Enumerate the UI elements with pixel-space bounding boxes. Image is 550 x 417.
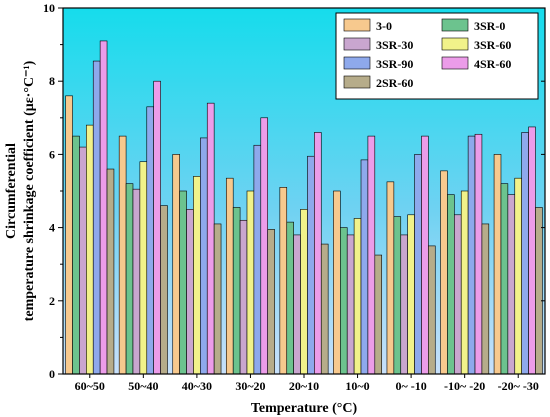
bar-3SR-90-30~20 — [253, 144, 262, 375]
bar-3SR-30-40~30 — [186, 209, 194, 375]
legend-label-3SR-30: 3SR-30 — [376, 38, 413, 52]
bar-3SR-0--10~ -20 — [447, 194, 455, 375]
bar-3SR-0-0~ -10 — [393, 216, 402, 375]
bar-4SR-60-0~ -10 — [421, 135, 429, 375]
bar-4SR-60-50~40 — [153, 80, 161, 375]
bar-3-0-60~50 — [65, 95, 73, 375]
y-tick-label: 2 — [49, 294, 55, 308]
x-tick-label: -20~ -30 — [498, 379, 539, 393]
legend-label-3SR-60: 3SR-60 — [474, 38, 511, 52]
bar-3SR-90-0~ -10 — [414, 154, 422, 375]
y-tick-label: 10 — [43, 1, 55, 15]
bar-3SR-90-40~30 — [200, 137, 208, 375]
bar-3SR-60--20~ -30 — [514, 177, 522, 375]
legend-swatch-2SR-60 — [343, 75, 371, 89]
bar-2SR-60-60~50 — [106, 168, 115, 375]
x-tick-label: 20~10 — [289, 379, 319, 393]
bar-3SR-30-50~40 — [132, 188, 141, 375]
legend-swatch-3SR-60 — [441, 37, 469, 51]
legend-label-3SR-0: 3SR-0 — [474, 19, 505, 33]
legend: 3-0 3SR-0 3SR-30 3SR-60 3SR-90 4SR-60 2SR-60 — [335, 12, 539, 100]
legend-label-3SR-90: 3SR-90 — [376, 57, 413, 71]
bar-4SR-60-60~50 — [99, 40, 108, 375]
bar-2SR-60-50~40 — [160, 205, 168, 375]
legend-label-4SR-60: 4SR-60 — [474, 57, 511, 71]
bar-3SR-0-40~30 — [179, 190, 187, 375]
y-axis-title-line1: Circumferential — [4, 143, 19, 239]
legend-swatch-3SR-90 — [343, 56, 371, 70]
bar-3SR-30-0~ -10 — [400, 234, 408, 375]
bar-3SR-90-10~0 — [360, 159, 369, 375]
bar-2SR-60--20~ -30 — [535, 207, 543, 375]
bar-3SR-0-50~40 — [125, 183, 134, 375]
x-tick-label: 60~50 — [75, 379, 105, 393]
bar-4SR-60--20~ -30 — [528, 126, 536, 375]
bar-2SR-60-20~10 — [320, 243, 329, 375]
bar-3-0-50~40 — [118, 135, 127, 375]
x-tick-label: 30~20 — [235, 379, 265, 393]
bar-3SR-30--10~ -20 — [454, 214, 462, 375]
bar-4SR-60-30~20 — [260, 117, 268, 375]
bar-3-0-20~10 — [279, 187, 288, 375]
bar-3-0--20~ -30 — [493, 154, 502, 375]
bar-2SR-60-30~20 — [267, 229, 275, 375]
bar-3SR-90-50~40 — [146, 106, 154, 375]
legend-swatch-4SR-60 — [441, 56, 469, 70]
bar-3SR-60-10~0 — [353, 218, 362, 375]
x-axis: 60~50 50~40 40~30 30~20 20~10 10~0 0~ -10 -10~ … — [75, 374, 539, 393]
x-tick-label: -10~ -20 — [444, 379, 485, 393]
legend-swatch-3SR-0 — [441, 18, 469, 32]
x-tick-label: 40~30 — [182, 379, 212, 393]
y-tick-label: 8 — [49, 74, 55, 88]
bar-3SR-0-20~10 — [286, 221, 294, 375]
bar-3SR-60-40~30 — [193, 176, 201, 375]
x-tick-label: 50~40 — [128, 379, 158, 393]
bar-3SR-90-20~10 — [307, 155, 315, 375]
bar-4SR-60-20~10 — [314, 132, 322, 375]
bar-3-0-10~0 — [333, 190, 341, 375]
x-axis-title: Temperature (°C) — [251, 401, 358, 416]
y-tick-label: 4 — [49, 221, 55, 235]
bar-3SR-60-30~20 — [246, 190, 255, 375]
bar-2SR-60-40~30 — [213, 223, 222, 375]
bar-3SR-0-30~20 — [232, 207, 241, 375]
bar-3SR-60-50~40 — [139, 161, 148, 375]
bar-3-0-0~ -10 — [386, 181, 395, 375]
legend-label-3-0: 3-0 — [376, 19, 392, 33]
bar-3SR-90--20~ -30 — [521, 132, 529, 375]
bar-2SR-60--10~ -20 — [481, 223, 490, 375]
bar-3SR-60-20~10 — [300, 209, 308, 375]
bar-3SR-30-10~0 — [346, 234, 355, 375]
bar-2SR-60-0~ -10 — [428, 245, 436, 375]
bar-3SR-30--20~ -30 — [507, 194, 516, 375]
bar-3SR-0-60~50 — [72, 135, 80, 375]
bar-3-0--10~ -20 — [440, 170, 448, 375]
x-tick-label: 10~0 — [345, 379, 369, 393]
bar-3SR-60-60~50 — [86, 124, 94, 375]
y-tick-label: 6 — [49, 147, 55, 161]
bar-4SR-60-40~30 — [206, 102, 215, 375]
bar-4SR-60--10~ -20 — [474, 133, 483, 375]
legend-swatch-3SR-30 — [343, 37, 371, 51]
y-tick-label: 0 — [49, 367, 55, 381]
bar-3SR-30-30~20 — [239, 219, 248, 375]
bar-3SR-60--10~ -20 — [460, 190, 469, 375]
bar-3SR-30-60~50 — [79, 146, 87, 375]
legend-label-2SR-60: 2SR-60 — [376, 76, 413, 90]
bar-3SR-90--10~ -20 — [467, 135, 476, 375]
legend-swatch-3-0 — [343, 18, 371, 32]
x-tick-label: 0~ -10 — [395, 379, 426, 393]
y-axis: 0 2 4 6 8 10 — [43, 1, 545, 381]
bar-4SR-60-10~0 — [367, 135, 376, 375]
bar-3SR-0-10~0 — [340, 227, 348, 375]
bar-3-0-40~30 — [172, 154, 180, 375]
y-axis-title-line2: temperature shrinkage coefficient (με·°C… — [22, 60, 37, 321]
bar-3SR-0--20~ -30 — [500, 183, 509, 375]
bar-3-0-30~20 — [225, 177, 234, 375]
bar-2SR-60-10~0 — [374, 254, 383, 375]
bar-3SR-60-0~ -10 — [407, 214, 415, 375]
bar-3SR-30-20~10 — [293, 234, 301, 375]
bar-3SR-90-60~50 — [92, 60, 101, 375]
